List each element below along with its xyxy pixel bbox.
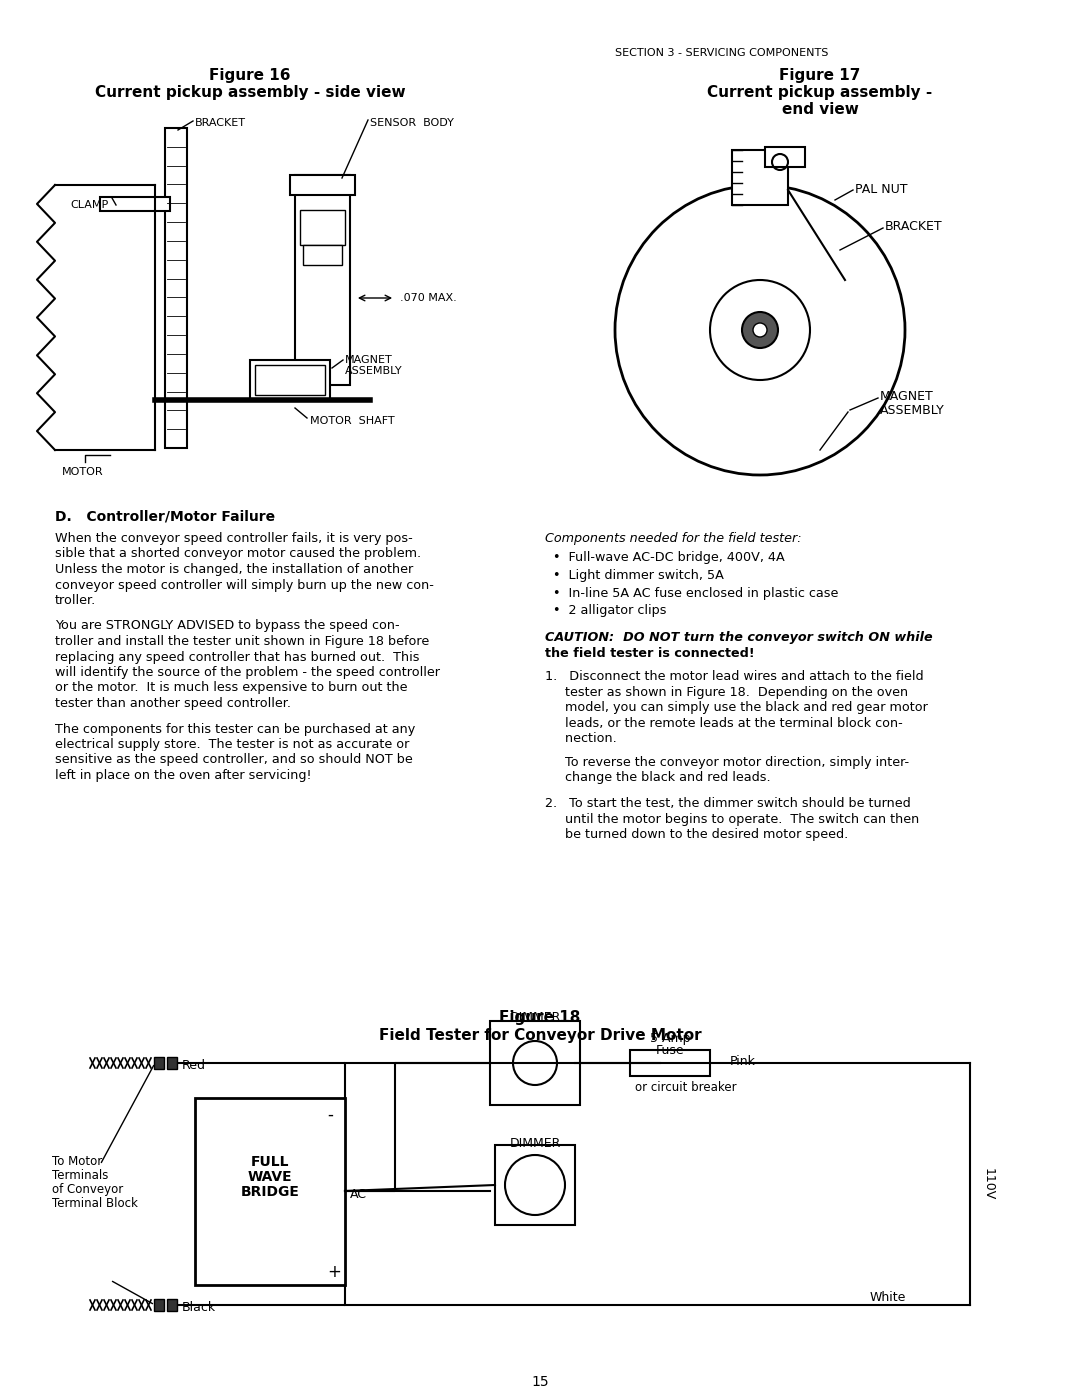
Text: tester than another speed controller.: tester than another speed controller.: [55, 697, 291, 710]
Text: Figure 17: Figure 17: [780, 68, 861, 82]
Text: the field tester is connected!: the field tester is connected!: [545, 647, 755, 659]
Text: PAL NUT: PAL NUT: [855, 183, 907, 196]
Text: sible that a shorted conveyor motor caused the problem.: sible that a shorted conveyor motor caus…: [55, 548, 421, 560]
Text: MOTOR  SHAFT: MOTOR SHAFT: [310, 416, 394, 426]
Bar: [154, 1058, 164, 1069]
Text: SENSOR  BODY: SENSOR BODY: [370, 117, 454, 129]
Bar: [167, 1058, 177, 1069]
Text: will identify the source of the problem - the speed controller: will identify the source of the problem …: [55, 666, 440, 679]
Bar: [165, 129, 187, 448]
Text: Unless the motor is changed, the installation of another: Unless the motor is changed, the install…: [55, 563, 414, 576]
Text: Current pickup assembly -
end view: Current pickup assembly - end view: [707, 85, 933, 117]
Text: 1.   Disconnect the motor lead wires and attach to the field: 1. Disconnect the motor lead wires and a…: [545, 671, 923, 683]
Text: 2.   To start the test, the dimmer switch should be turned: 2. To start the test, the dimmer switch …: [545, 798, 910, 810]
Text: leads, or the remote leads at the terminal block con-: leads, or the remote leads at the termin…: [545, 717, 903, 731]
Text: -: -: [327, 1106, 333, 1125]
Text: Fuse: Fuse: [656, 1044, 685, 1058]
Text: CLAMP: CLAMP: [70, 200, 108, 210]
Text: ASSEMBLY: ASSEMBLY: [880, 404, 945, 416]
Text: electrical supply store.  The tester is not as accurate or: electrical supply store. The tester is n…: [55, 738, 409, 752]
Text: Terminal Block: Terminal Block: [52, 1197, 138, 1210]
Circle shape: [742, 312, 778, 348]
Text: troller.: troller.: [55, 594, 96, 608]
Text: CAUTION:  DO NOT turn the conveyor switch ON while: CAUTION: DO NOT turn the conveyor switch…: [545, 631, 933, 644]
Text: BRACKET: BRACKET: [195, 117, 246, 129]
Bar: [303, 244, 342, 265]
Bar: [154, 1299, 164, 1310]
Text: BRIDGE: BRIDGE: [241, 1185, 299, 1199]
Text: DIMMER: DIMMER: [510, 1137, 561, 1150]
Text: The components for this tester can be purchased at any: The components for this tester can be pu…: [55, 722, 415, 735]
Bar: [195, 1098, 345, 1285]
Bar: [167, 1299, 177, 1310]
Bar: [255, 365, 325, 395]
Text: 15: 15: [531, 1375, 549, 1389]
Text: MOTOR: MOTOR: [62, 467, 104, 476]
Text: White: White: [870, 1291, 906, 1303]
Text: D.   Controller/Motor Failure: D. Controller/Motor Failure: [55, 510, 275, 524]
Text: sensitive as the speed controller, and so should NOT be: sensitive as the speed controller, and s…: [55, 753, 413, 767]
Bar: [765, 147, 805, 168]
Text: •  In-line 5A AC fuse enclosed in plastic case: • In-line 5A AC fuse enclosed in plastic…: [553, 587, 838, 599]
Text: or the motor.  It is much less expensive to burn out the: or the motor. It is much less expensive …: [55, 682, 407, 694]
Text: or circuit breaker: or circuit breaker: [635, 1081, 737, 1094]
Bar: [630, 1051, 710, 1076]
Text: change the black and red leads.: change the black and red leads.: [545, 771, 771, 785]
Text: model, you can simply use the black and red gear motor: model, you can simply use the black and …: [545, 701, 928, 714]
Bar: [100, 197, 170, 211]
Text: FULL: FULL: [251, 1155, 289, 1169]
Text: troller and install the tester unit shown in Figure 18 before: troller and install the tester unit show…: [55, 636, 429, 648]
Bar: [295, 175, 350, 386]
Bar: [732, 149, 788, 205]
Text: 5 Amp: 5 Amp: [650, 1032, 690, 1045]
Text: Pink: Pink: [730, 1055, 756, 1067]
Text: DIMMER: DIMMER: [510, 1011, 561, 1024]
Bar: [249, 360, 330, 400]
Text: Terminals: Terminals: [52, 1169, 108, 1182]
Text: You are STRONGLY ADVISED to bypass the speed con-: You are STRONGLY ADVISED to bypass the s…: [55, 619, 400, 633]
Text: Field Tester for Conveyor Drive Motor: Field Tester for Conveyor Drive Motor: [379, 1028, 701, 1044]
Text: Black: Black: [183, 1301, 216, 1315]
Text: •  2 alligator clips: • 2 alligator clips: [553, 604, 666, 617]
Text: MAGNET: MAGNET: [880, 390, 934, 402]
Bar: [490, 1021, 580, 1105]
Text: Figure 18: Figure 18: [499, 1010, 581, 1025]
Text: ASSEMBLY: ASSEMBLY: [345, 366, 403, 376]
Text: •  Full-wave AC-DC bridge, 400V, 4A: • Full-wave AC-DC bridge, 400V, 4A: [553, 552, 785, 564]
Text: To reverse the conveyor motor direction, simply inter-: To reverse the conveyor motor direction,…: [545, 756, 909, 768]
Bar: [495, 1146, 575, 1225]
Text: Red: Red: [183, 1059, 206, 1071]
Text: be turned down to the desired motor speed.: be turned down to the desired motor spee…: [545, 828, 848, 841]
Text: To Motor: To Motor: [52, 1155, 103, 1168]
Bar: [300, 210, 345, 244]
Text: nection.: nection.: [545, 732, 617, 746]
Text: Figure 16: Figure 16: [210, 68, 291, 82]
Text: until the motor begins to operate.  The switch can then: until the motor begins to operate. The s…: [545, 813, 919, 826]
Text: replacing any speed controller that has burned out.  This: replacing any speed controller that has …: [55, 651, 419, 664]
Text: 110V: 110V: [982, 1168, 995, 1200]
Text: +: +: [327, 1263, 341, 1281]
Text: When the conveyor speed controller fails, it is very pos-: When the conveyor speed controller fails…: [55, 532, 413, 545]
Text: AC: AC: [350, 1187, 367, 1201]
Circle shape: [753, 323, 767, 337]
Text: of Conveyor: of Conveyor: [52, 1183, 123, 1196]
Text: Current pickup assembly - side view: Current pickup assembly - side view: [95, 85, 405, 101]
Text: WAVE: WAVE: [247, 1171, 293, 1185]
Text: tester as shown in Figure 18.  Depending on the oven: tester as shown in Figure 18. Depending …: [545, 686, 908, 698]
Text: conveyor speed controller will simply burn up the new con-: conveyor speed controller will simply bu…: [55, 578, 434, 591]
Text: BRACKET: BRACKET: [885, 219, 943, 233]
Text: SECTION 3 - SERVICING COMPONENTS: SECTION 3 - SERVICING COMPONENTS: [615, 47, 828, 59]
Text: •  Light dimmer switch, 5A: • Light dimmer switch, 5A: [553, 569, 724, 583]
Text: left in place on the oven after servicing!: left in place on the oven after servicin…: [55, 768, 311, 782]
Bar: [291, 175, 355, 196]
Text: .070 MAX.: .070 MAX.: [400, 293, 457, 303]
Text: Components needed for the field tester:: Components needed for the field tester:: [545, 532, 801, 545]
Text: MAGNET: MAGNET: [345, 355, 393, 365]
